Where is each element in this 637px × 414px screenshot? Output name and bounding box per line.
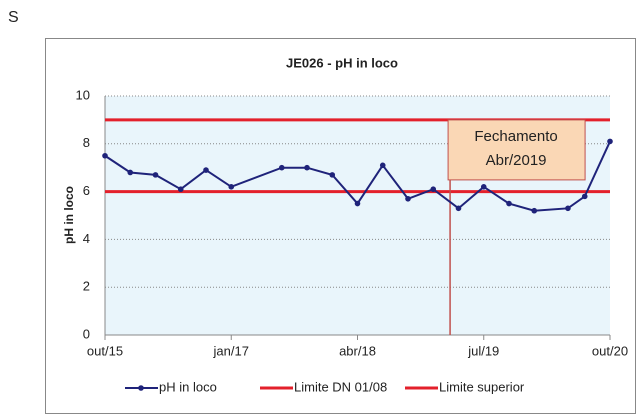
point	[203, 167, 209, 173]
annotation-text: Abr/2019	[486, 152, 547, 169]
x-tick-label: out/15	[87, 343, 123, 358]
y-axis-label: pH in loco	[62, 186, 76, 244]
point	[278, 164, 285, 171]
x-tick-label: jul/19	[467, 343, 499, 358]
legend-marker	[138, 385, 144, 391]
x-tick-label: out/20	[592, 343, 628, 358]
y-tick-label: 4	[83, 231, 90, 246]
point	[565, 205, 571, 212]
y-tick-label: 6	[83, 183, 90, 198]
chart-title: JE026 - pH in loco	[286, 55, 398, 70]
point	[531, 207, 538, 214]
point	[607, 138, 613, 145]
point	[405, 195, 411, 202]
legend-label: Limite DN 01/08	[294, 379, 387, 394]
legend-label: Limite superior	[439, 379, 525, 394]
series-line	[104, 140, 611, 212]
point	[480, 184, 487, 190]
legend-label: pH in loco	[159, 379, 217, 394]
point	[177, 186, 184, 193]
annotation-text: Fechamento	[474, 128, 557, 145]
heading: S	[8, 9, 19, 26]
x-tick-label: jan/17	[213, 343, 249, 358]
point	[102, 152, 108, 159]
point	[581, 193, 588, 200]
y-tick-label: 2	[83, 279, 90, 294]
point	[304, 164, 310, 171]
point	[329, 172, 336, 178]
y-tick-label: 0	[83, 326, 90, 341]
annotation-box	[447, 119, 586, 181]
point	[228, 184, 235, 190]
y-tick-label: 8	[83, 135, 90, 150]
point	[430, 186, 437, 193]
x-tick-label: abr/18	[339, 343, 376, 358]
point	[506, 200, 512, 207]
point	[379, 162, 386, 169]
point	[127, 169, 134, 176]
point	[354, 200, 361, 207]
point	[455, 205, 462, 212]
point	[152, 172, 159, 178]
y-tick-label: 10	[76, 87, 90, 102]
